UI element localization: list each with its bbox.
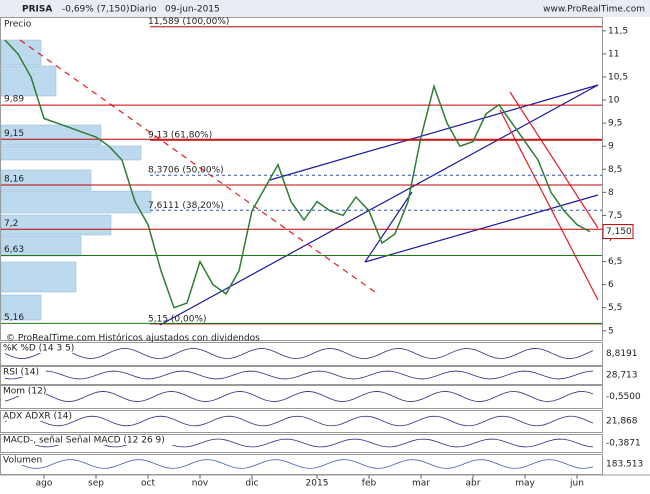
indicator-frame	[0, 454, 603, 475]
fib-label: 9,13 (61,80%)	[148, 131, 212, 141]
y-tick-label: 10,5	[608, 72, 628, 82]
fib-label: 8,3706 (50,00%)	[148, 166, 224, 176]
indicator-name: ADX ADXR (14)	[3, 412, 72, 422]
y-tick-label: 9,5	[608, 119, 622, 129]
indicator-value: 183.513	[606, 460, 643, 470]
y-tick-label: 11	[608, 49, 619, 59]
level-label: 5,16	[4, 313, 24, 323]
y-tick-label: 6	[608, 280, 614, 290]
indicator-name: %K %D (14 3 5)	[3, 344, 74, 354]
symbol: PRISA	[22, 5, 52, 15]
indicator-name: MACD-, señal Señal MACD (12 26 9)	[3, 436, 165, 446]
indicator-line	[4, 391, 594, 402]
indicator-line	[4, 370, 594, 380]
fib-label: 5,15 (0,00%)	[148, 314, 207, 324]
indicator-label-bg	[1, 343, 80, 353]
level-label: 9,89	[4, 95, 24, 105]
panel-label: Precio	[4, 20, 32, 30]
indicator-label-bg	[1, 386, 46, 396]
y-tick-label: 8	[608, 188, 614, 198]
main-frame	[0, 17, 603, 341]
x-tick-label: jun	[569, 479, 584, 489]
indicator-label-bg	[1, 367, 46, 377]
x-tick-label: dic	[245, 479, 258, 489]
period: Diario	[130, 5, 157, 15]
indicator-value: 21,868	[606, 417, 638, 427]
indicator-name: RSI (14)	[3, 368, 39, 378]
indicator-frame	[0, 410, 603, 433]
date: 09-jun-2015	[165, 5, 220, 15]
indicator-frame	[0, 342, 603, 366]
x-tick-label: feb	[362, 479, 377, 489]
y-tick-label: 5	[608, 326, 614, 336]
fib-label: 7,6111 (38,20%)	[148, 201, 224, 211]
indicator-line	[4, 348, 594, 359]
site: www.ProRealTime.com	[543, 5, 645, 15]
y-tick-label: 10	[608, 96, 620, 106]
header-bar	[0, 0, 650, 17]
y-tick-label: 9	[608, 142, 614, 152]
trendlines	[19, 39, 599, 326]
last-price-label: 7,150	[606, 227, 632, 237]
level-label: 7,2	[4, 219, 18, 229]
copyright: © ProRealTime.com Históricos ajustados c…	[6, 333, 260, 344]
level-label: 8,16	[4, 174, 24, 184]
indicator-value: 28,713	[606, 371, 638, 381]
x-tick-label: nov	[192, 479, 209, 489]
fib-label: 11,589 (100,00%)	[148, 17, 229, 27]
y-tick-label: 11,5	[608, 26, 628, 36]
y-tick-label: 7,5	[608, 211, 622, 221]
indicator-frame	[0, 385, 603, 409]
x-tick-label: oct	[141, 479, 155, 489]
x-tick-label: mar	[412, 479, 430, 489]
x-tick-label: ago	[36, 479, 53, 489]
indicator-label-bg	[1, 455, 41, 465]
level-label: 9,15	[4, 129, 24, 139]
x-tick-label: may	[515, 479, 535, 489]
indicator-label-bg	[1, 435, 192, 445]
last-price-box	[602, 224, 634, 240]
indicator-value: -0,5500	[606, 392, 641, 402]
indicator-line	[4, 415, 594, 427]
price-line	[4, 39, 591, 309]
y-tick-label: 5,5	[608, 303, 622, 313]
level-label: 6,63	[4, 245, 24, 255]
indicator-name: Mom (12)	[3, 387, 46, 397]
indicator-value: 8,8191	[606, 349, 638, 359]
x-tick-label: sep	[88, 479, 104, 489]
y-tick-label: 6,5	[608, 257, 622, 267]
change: -0,69% (7,150)	[62, 5, 130, 15]
indicator-name: Volumen	[3, 456, 42, 466]
x-tick-label: abr	[466, 479, 481, 489]
x-tick-label: 2015	[306, 479, 329, 489]
y-tick-label: 8,5	[608, 165, 622, 175]
indicator-label-bg	[1, 411, 74, 421]
indicator-value: -0,3871	[606, 439, 641, 449]
indicator-line	[4, 459, 594, 469]
